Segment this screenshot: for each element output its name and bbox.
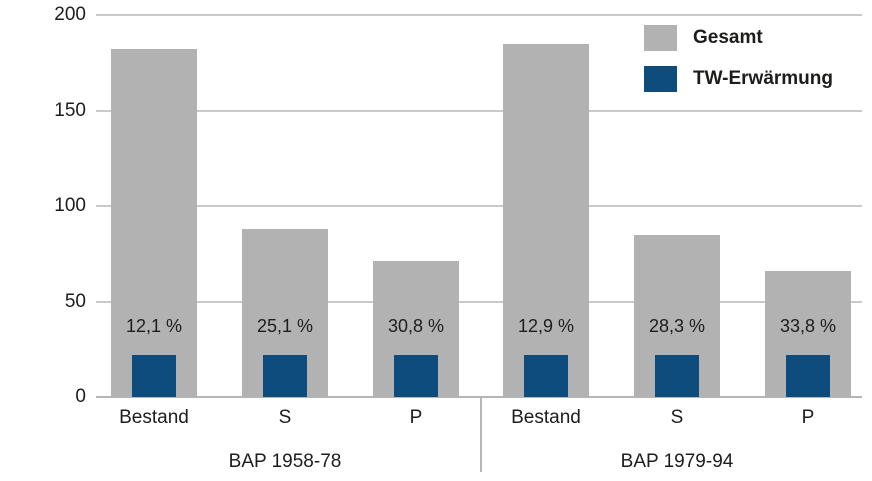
y-tick-label: 150 — [54, 100, 86, 121]
legend: Gesamt TW-Erwärmung — [644, 25, 833, 107]
group-label: BAP 1979-94 — [620, 451, 734, 472]
bar-tw-erwaermung — [655, 355, 699, 397]
bar-percentage-label: 33,8 % — [779, 316, 837, 336]
category-label: S — [278, 407, 292, 428]
bar-tw-erwaermung — [524, 355, 568, 397]
x-axis-line — [96, 396, 862, 398]
bar-percentage-label: 12,9 % — [517, 316, 575, 336]
legend-item: TW-Erwärmung — [644, 66, 833, 92]
category-label: P — [801, 407, 815, 428]
bar-tw-erwaermung — [786, 355, 830, 397]
y-tick-label: 100 — [54, 195, 86, 216]
legend-swatch — [644, 25, 677, 51]
category-label: S — [670, 407, 684, 428]
group-label: BAP 1958-78 — [228, 451, 342, 472]
bar-percentage-label: 25,1 % — [256, 316, 314, 336]
category-label: Bestand — [511, 407, 581, 428]
category-label: Bestand — [119, 407, 189, 428]
legend-label: TW-Erwärmung — [693, 68, 834, 89]
y-tick-label: 200 — [54, 4, 86, 25]
group-divider-line — [480, 397, 482, 472]
legend-swatch — [644, 66, 677, 92]
gridline — [96, 110, 862, 112]
bar-gesamt — [503, 44, 589, 397]
bar-tw-erwaermung — [132, 355, 176, 397]
gridline — [96, 14, 862, 16]
category-label: P — [409, 407, 423, 428]
legend-label: Gesamt — [693, 27, 763, 48]
bar-percentage-label: 30,8 % — [387, 316, 445, 336]
legend-item: Gesamt — [644, 25, 833, 51]
gridline — [96, 205, 862, 207]
gridline — [96, 301, 862, 303]
y-tick-label: 50 — [64, 291, 86, 312]
bar-gesamt — [111, 49, 197, 397]
y-tick-label: 0 — [75, 386, 86, 407]
bar-percentage-label: 28,3 % — [648, 316, 706, 336]
bar-percentage-label: 12,1 % — [125, 316, 183, 336]
bar-tw-erwaermung — [394, 355, 438, 397]
bar-tw-erwaermung — [263, 355, 307, 397]
